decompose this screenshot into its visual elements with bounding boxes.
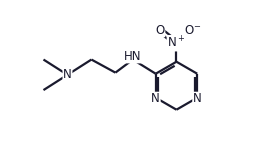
Text: HN: HN xyxy=(124,50,142,63)
Text: HN: HN xyxy=(124,50,142,63)
Text: N: N xyxy=(63,68,72,81)
Text: N$^+$: N$^+$ xyxy=(167,36,186,51)
Text: O: O xyxy=(155,24,165,37)
Text: O$^{-}$: O$^{-}$ xyxy=(184,24,201,37)
Text: O$^{-}$: O$^{-}$ xyxy=(184,24,201,37)
Text: N: N xyxy=(63,68,72,81)
Text: N$^+$: N$^+$ xyxy=(167,36,186,51)
Text: N: N xyxy=(193,92,201,105)
Text: N: N xyxy=(193,92,201,105)
Text: N: N xyxy=(151,92,160,105)
Text: O: O xyxy=(155,24,165,37)
Text: N: N xyxy=(151,92,160,105)
